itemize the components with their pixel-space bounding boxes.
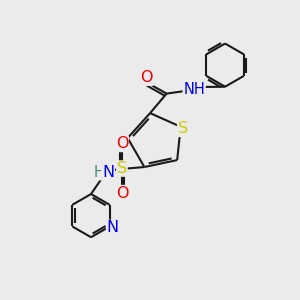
Text: S: S [117, 161, 127, 176]
Text: NH: NH [183, 82, 205, 97]
Text: H: H [94, 165, 105, 180]
Text: O: O [116, 186, 128, 201]
Text: S: S [178, 122, 188, 136]
Text: O: O [140, 70, 153, 85]
Text: N: N [107, 220, 119, 236]
Text: O: O [116, 136, 128, 152]
Text: N: N [102, 165, 114, 180]
